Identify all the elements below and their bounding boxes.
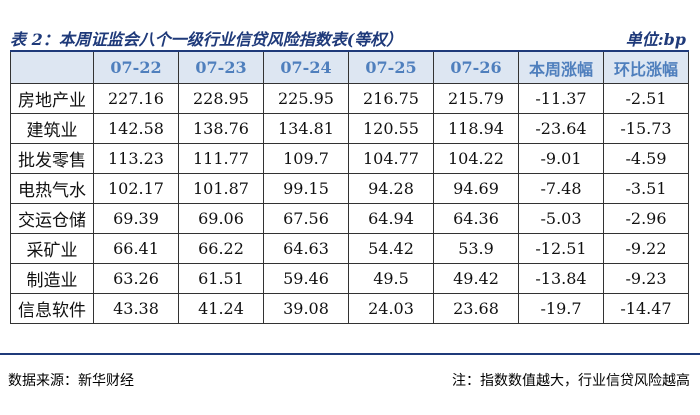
- cell: 227.16: [93, 83, 179, 114]
- cell: -9.22: [603, 233, 689, 264]
- row-label: 批发零售: [10, 143, 94, 174]
- cell: 138.76: [178, 113, 264, 144]
- row-label: 制造业: [10, 263, 94, 294]
- row: 批发零售 113.23 111.77 109.7 104.77 104.22 -9.01 -4…: [10, 143, 689, 174]
- cell: 43.38: [93, 293, 179, 324]
- unit: 单位:bp: [625, 30, 686, 49]
- cell: 53.9: [433, 233, 519, 264]
- row: 房地产业 227.16 228.95 225.95 216.75 215.79 -11.37…: [10, 83, 689, 114]
- cell: 23.68: [433, 293, 519, 324]
- row-label: 房地产业: [10, 83, 94, 114]
- corner: [10, 50, 94, 84]
- cell: 215.79: [433, 83, 519, 114]
- cell: 216.75: [348, 83, 434, 114]
- cell: -4.59: [603, 143, 689, 174]
- cell: -11.37: [518, 83, 604, 114]
- row: 采矿业 66.41 66.22 64.63 54.42 53.9 -12.51 -9.22: [10, 233, 689, 264]
- row-label: 建筑业: [10, 113, 94, 144]
- cell: 134.81: [263, 113, 349, 144]
- row-label: 信息软件: [10, 293, 94, 324]
- source: 数据来源：新华财经: [8, 373, 134, 389]
- cell: 69.06: [178, 203, 264, 234]
- cell: -19.7: [518, 293, 604, 324]
- column-header: 07-23: [178, 50, 264, 84]
- cell: 63.26: [93, 263, 179, 294]
- row: 制造业 63.26 61.51 59.46 49.5 49.42 -13.84 -9.23: [10, 263, 689, 294]
- cell: 99.15: [263, 173, 349, 204]
- column-header: 07-24: [263, 50, 349, 84]
- cell: 94.69: [433, 173, 519, 204]
- title: 表 2：本周证监会八个一级行业信贷风险指数表(等权）: [10, 30, 403, 49]
- cell: 49.5: [348, 263, 434, 294]
- cell: -15.73: [603, 113, 689, 144]
- cell: 41.24: [178, 293, 264, 324]
- cell: 59.46: [263, 263, 349, 294]
- cell: 61.51: [178, 263, 264, 294]
- cell: 66.41: [93, 233, 179, 264]
- cell: 67.56: [263, 203, 349, 234]
- cell: -2.51: [603, 83, 689, 114]
- row-label: 电热气水: [10, 173, 94, 204]
- cell: 104.77: [348, 143, 434, 174]
- cell: -7.48: [518, 173, 604, 204]
- note: 注：指数数值越大，行业信贷风险越高: [452, 373, 690, 389]
- cell: 69.39: [93, 203, 179, 234]
- column-header: 本周涨幅: [518, 50, 604, 84]
- cell: 54.42: [348, 233, 434, 264]
- cell: -12.51: [518, 233, 604, 264]
- cell: 120.55: [348, 113, 434, 144]
- row: 交运仓储 69.39 69.06 67.56 64.94 64.36 -5.03 -2.96: [10, 203, 689, 234]
- cell: 142.58: [93, 113, 179, 144]
- cell: 64.36: [433, 203, 519, 234]
- row: 电热气水 102.17 101.87 99.15 94.28 94.69 -7.48 -3.5…: [10, 173, 689, 204]
- cell: 66.22: [178, 233, 264, 264]
- cell: -14.47: [603, 293, 689, 324]
- cell: 113.23: [93, 143, 179, 174]
- cell: -9.01: [518, 143, 604, 174]
- cell: 118.94: [433, 113, 519, 144]
- cell: -3.51: [603, 173, 689, 204]
- cell: -13.84: [518, 263, 604, 294]
- cell: -23.64: [518, 113, 604, 144]
- cell: 109.7: [263, 143, 349, 174]
- divider: [0, 353, 700, 355]
- cell: 101.87: [178, 173, 264, 204]
- cell: 104.22: [433, 143, 519, 174]
- cell: 94.28: [348, 173, 434, 204]
- column-header: 07-25: [348, 50, 434, 84]
- row: 信息软件 43.38 41.24 39.08 24.03 23.68 -19.7 -14.47: [10, 293, 689, 324]
- cell: -2.96: [603, 203, 689, 234]
- cell: 225.95: [263, 83, 349, 114]
- cell: -9.23: [603, 263, 689, 294]
- cell: 102.17: [93, 173, 179, 204]
- column-header: 07-22: [93, 50, 179, 84]
- cell: 39.08: [263, 293, 349, 324]
- cell: 24.03: [348, 293, 434, 324]
- cell: 228.95: [178, 83, 264, 114]
- cell: -5.03: [518, 203, 604, 234]
- cell: 64.63: [263, 233, 349, 264]
- cell: 111.77: [178, 143, 264, 174]
- table: 07-22 07-23 07-24 07-25 07-26 本周涨幅 环比涨幅 房地产业 227…: [10, 50, 689, 324]
- header-row: 07-22 07-23 07-24 07-25 07-26 本周涨幅 环比涨幅: [10, 50, 689, 84]
- column-header: 环比涨幅: [603, 50, 689, 84]
- column-header: 07-26: [433, 50, 519, 84]
- cell: 64.94: [348, 203, 434, 234]
- row-label: 采矿业: [10, 233, 94, 264]
- row-label: 交运仓储: [10, 203, 94, 234]
- row: 建筑业 142.58 138.76 134.81 120.55 118.94 -23.64-…: [10, 113, 689, 144]
- cell: 49.42: [433, 263, 519, 294]
